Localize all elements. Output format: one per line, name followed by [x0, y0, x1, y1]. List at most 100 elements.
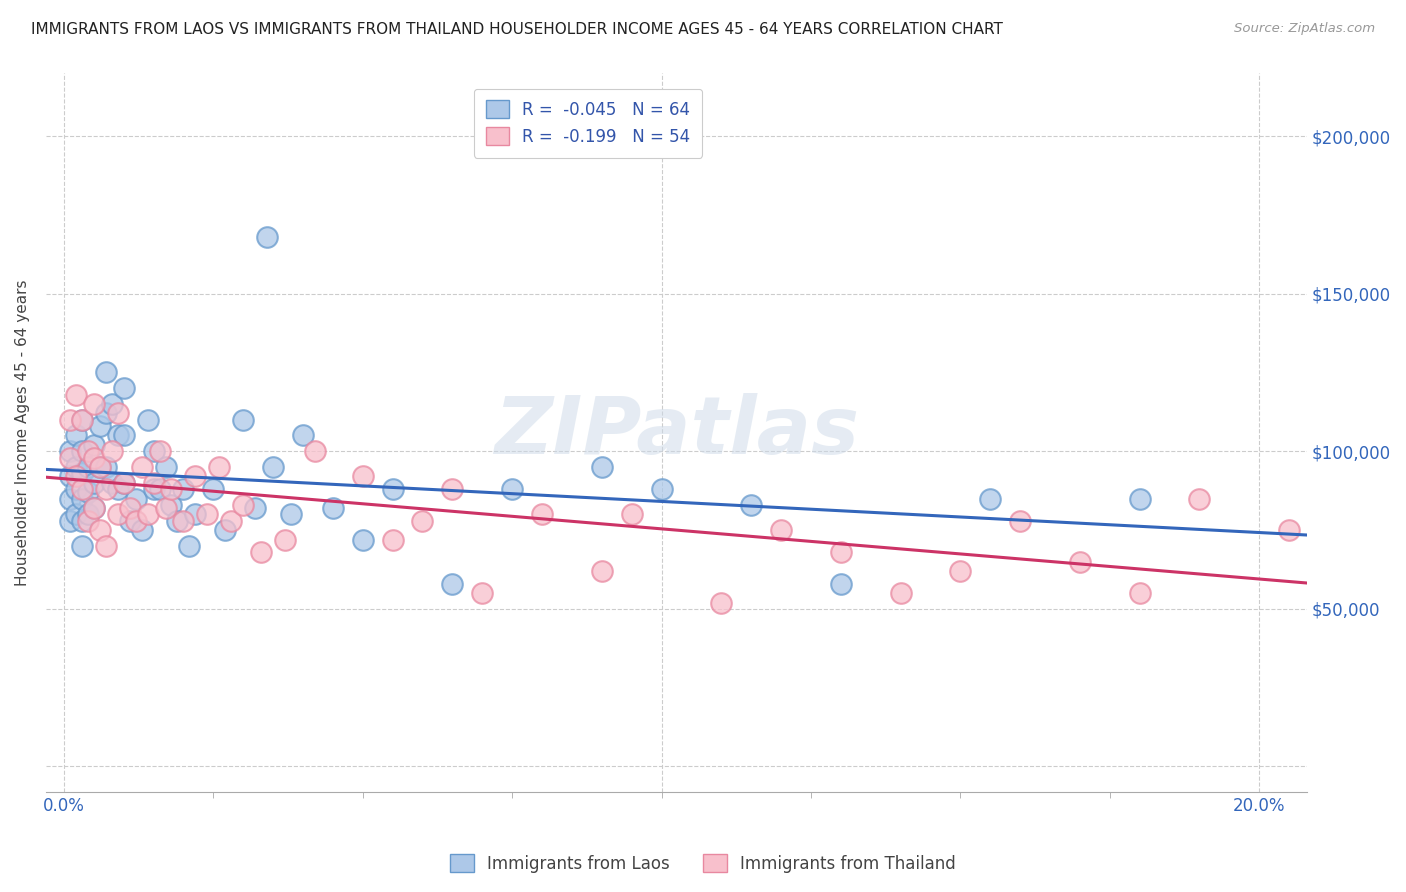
Point [89, 460, 111, 475]
Point [441, 482, 464, 496]
Point [830, 576, 852, 591]
Point [118, 501, 141, 516]
Point [76, 444, 98, 458]
Point [155, 460, 177, 475]
Point [232, 498, 254, 512]
Point [352, 533, 374, 547]
Point [112, 428, 135, 442]
Point [291, 428, 314, 442]
Point [76, 485, 98, 500]
Point [94, 539, 117, 553]
Point [100, 444, 122, 458]
Point [1129, 491, 1152, 506]
Point [112, 475, 135, 490]
Point [232, 413, 254, 427]
Point [830, 545, 852, 559]
Text: Source: ZipAtlas.com: Source: ZipAtlas.com [1234, 22, 1375, 36]
Text: ZIPatlas: ZIPatlas [494, 393, 859, 471]
Point [166, 514, 188, 528]
Point [172, 514, 194, 528]
Point [441, 576, 464, 591]
Point [65, 428, 87, 442]
Point [243, 501, 266, 516]
Point [195, 508, 218, 522]
Point [274, 533, 297, 547]
Point [148, 444, 170, 458]
Point [142, 444, 165, 458]
Point [89, 460, 111, 475]
Point [100, 475, 122, 490]
Point [160, 498, 183, 512]
Point [381, 482, 404, 496]
Point [214, 523, 236, 537]
Point [710, 596, 733, 610]
Point [160, 482, 183, 496]
Point [59, 444, 82, 458]
Point [142, 475, 165, 490]
Point [136, 413, 159, 427]
Point [131, 523, 153, 537]
Point [890, 586, 912, 600]
Point [70, 491, 93, 506]
Point [70, 514, 93, 528]
Point [124, 491, 146, 506]
Point [1278, 523, 1301, 537]
Point [59, 491, 82, 506]
Point [118, 514, 141, 528]
Point [770, 523, 793, 537]
Point [620, 508, 643, 522]
Point [256, 230, 278, 244]
Point [322, 501, 344, 516]
Point [100, 397, 122, 411]
Point [949, 564, 972, 578]
Point [155, 501, 177, 516]
Point [70, 413, 93, 427]
Point [65, 460, 87, 475]
Point [89, 523, 111, 537]
Point [70, 482, 93, 496]
Point [65, 482, 87, 496]
Point [381, 533, 404, 547]
Point [136, 508, 159, 522]
Point [59, 514, 82, 528]
Point [219, 514, 242, 528]
Point [65, 387, 87, 401]
Point [94, 406, 117, 420]
Point [70, 539, 93, 553]
Point [471, 586, 494, 600]
Point [59, 469, 82, 483]
Point [740, 498, 762, 512]
Point [94, 482, 117, 496]
Point [1188, 491, 1211, 506]
Point [83, 475, 105, 490]
Point [83, 397, 105, 411]
Point [280, 508, 302, 522]
Point [65, 508, 87, 522]
Point [1069, 555, 1091, 569]
Point [70, 413, 93, 427]
Point [59, 450, 82, 465]
Point [304, 444, 326, 458]
Point [250, 545, 273, 559]
Point [112, 381, 135, 395]
Point [107, 482, 129, 496]
Point [1129, 586, 1152, 600]
Point [172, 482, 194, 496]
Point [352, 469, 374, 483]
Point [83, 450, 105, 465]
Point [94, 366, 117, 380]
Point [76, 508, 98, 522]
Point [142, 482, 165, 496]
Point [148, 482, 170, 496]
Point [83, 501, 105, 516]
Point [70, 467, 93, 481]
Point [70, 444, 93, 458]
Point [131, 460, 153, 475]
Point [262, 460, 284, 475]
Point [76, 514, 98, 528]
Point [83, 438, 105, 452]
Text: IMMIGRANTS FROM LAOS VS IMMIGRANTS FROM THAILAND HOUSEHOLDER INCOME AGES 45 - 64: IMMIGRANTS FROM LAOS VS IMMIGRANTS FROM … [31, 22, 1002, 37]
Point [411, 514, 433, 528]
Point [184, 469, 207, 483]
Point [107, 508, 129, 522]
